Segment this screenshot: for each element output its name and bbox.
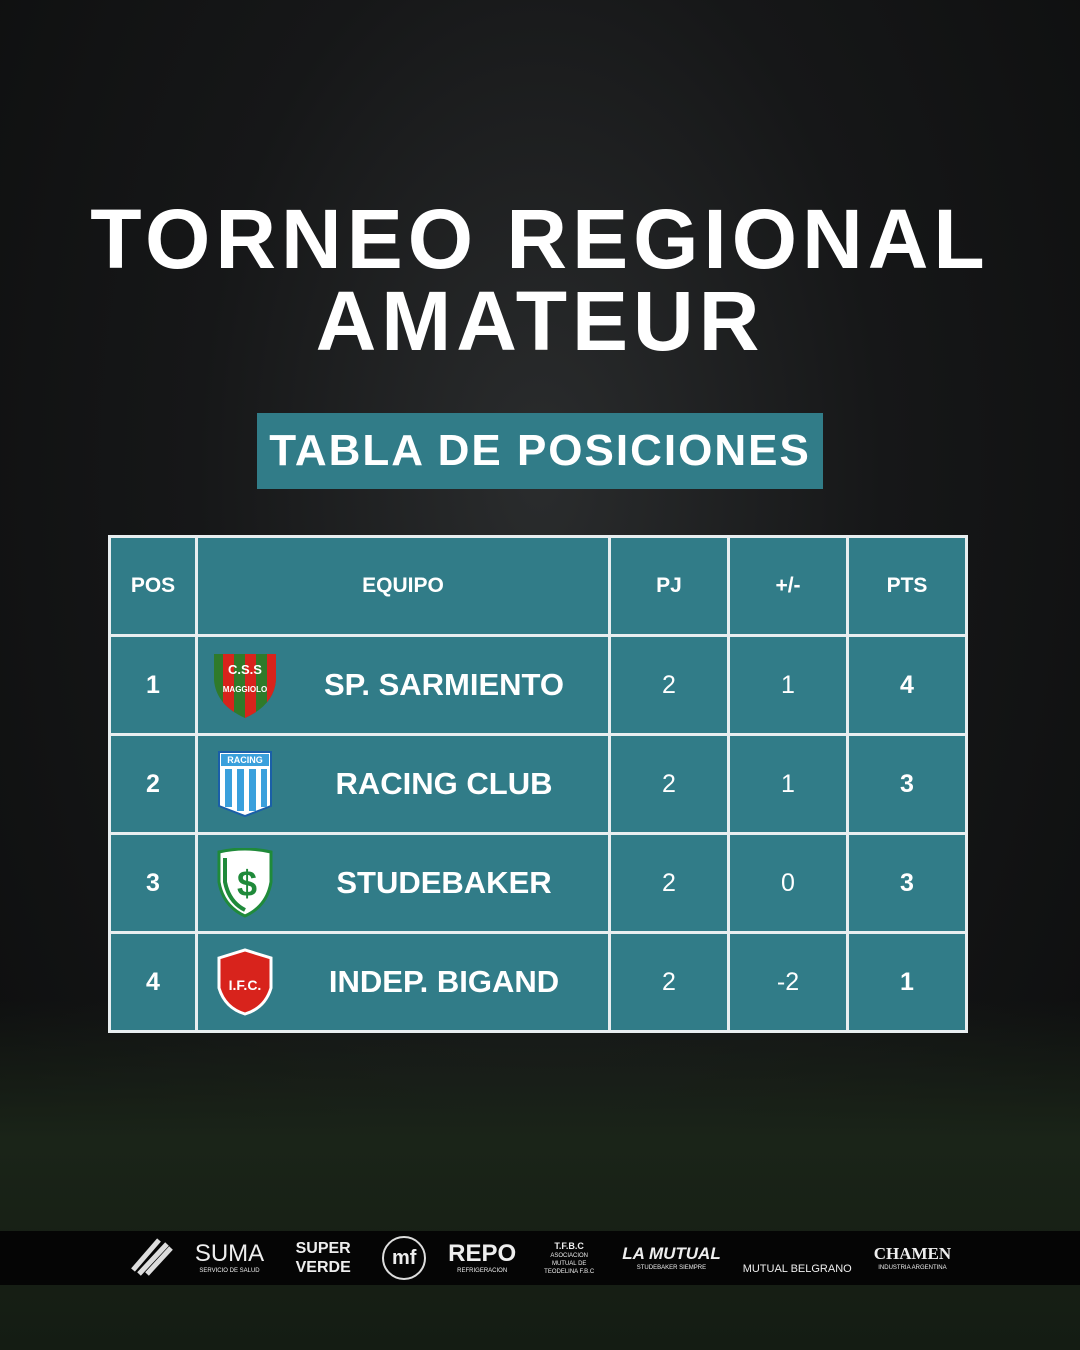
racing-crest-icon: RACING bbox=[210, 750, 280, 818]
team-cell: C.S.S MAGGIOLO SP. SARMIENTO bbox=[195, 634, 611, 736]
pts-cell: 3 bbox=[846, 733, 968, 835]
header-pts: PTS bbox=[846, 535, 968, 637]
sponsor-logo-superverde: SUPER VERDE bbox=[295, 1240, 351, 1276]
studebaker-crest-icon: $ bbox=[210, 848, 280, 918]
pj-cell: 2 bbox=[608, 931, 730, 1033]
diff-cell: 0 bbox=[727, 832, 849, 934]
svg-text:RACING: RACING bbox=[227, 755, 263, 765]
pos-cell: 1 bbox=[108, 634, 198, 736]
header-diff: +/- bbox=[727, 535, 849, 637]
header-pj: PJ bbox=[608, 535, 730, 637]
pos-cell: 3 bbox=[108, 832, 198, 934]
team-name: STUDEBAKER bbox=[336, 865, 552, 900]
table-row: 4 I.F.C. INDEP. BIGAND 2 -2 1 bbox=[108, 931, 968, 1033]
header-team: EQUIPO bbox=[195, 535, 611, 637]
svg-text:MAGGIOLO: MAGGIOLO bbox=[223, 685, 267, 694]
pts-cell: 4 bbox=[846, 634, 968, 736]
table-row: 2 RACING RACING CLUB 2 1 3 bbox=[108, 733, 968, 835]
standings-table: POS EQUIPO PJ +/- PTS 1 C.S.S MAGGIOLO S… bbox=[108, 535, 968, 1033]
pj-cell: 2 bbox=[608, 634, 730, 736]
sponsor-logo-mf: mf bbox=[382, 1236, 427, 1280]
bigand-crest-icon: I.F.C. bbox=[210, 948, 280, 1016]
sponsor-logo-1 bbox=[129, 1236, 173, 1281]
pts-cell: 3 bbox=[846, 832, 968, 934]
sponsor-logo-mutual-belgrano: MUTUAL BELGRANO bbox=[742, 1263, 852, 1275]
page-title-line1: TORNEO REGIONAL bbox=[90, 192, 990, 286]
table-row: 3 $ STUDEBAKER 2 0 3 bbox=[108, 832, 968, 934]
svg-text:$: $ bbox=[237, 863, 257, 904]
diff-cell: 1 bbox=[727, 634, 849, 736]
team-cell: RACING RACING CLUB bbox=[195, 733, 611, 835]
sponsor-logo-repo: REPO REFRIGERACION bbox=[448, 1240, 517, 1275]
sarmiento-crest-icon: C.S.S MAGGIOLO bbox=[210, 650, 280, 720]
diff-cell: -2 bbox=[727, 931, 849, 1033]
sponsor-logo-suma: SUMA SERVICIO DE SALUD bbox=[194, 1240, 265, 1275]
table-row: 1 C.S.S MAGGIOLO SP. SARMIENTO 2 1 4 bbox=[108, 634, 968, 736]
svg-text:I.F.C.: I.F.C. bbox=[229, 977, 262, 993]
pts-cell: 1 bbox=[846, 931, 968, 1033]
sponsor-logo-lamutual: LA MUTUAL STUDEBAKER SIEMPRE bbox=[622, 1244, 721, 1271]
sponsor-logo-teodelina: T.F.B.C ASOCIACION MUTUAL DE TEODELINA F.… bbox=[544, 1241, 595, 1275]
team-name: RACING CLUB bbox=[335, 766, 553, 801]
pos-cell: 2 bbox=[108, 733, 198, 835]
pj-cell: 2 bbox=[608, 832, 730, 934]
page-title-line2: AMATEUR bbox=[315, 274, 765, 368]
diff-cell: 1 bbox=[727, 733, 849, 835]
team-cell: I.F.C. INDEP. BIGAND bbox=[195, 931, 611, 1033]
team-name: INDEP. BIGAND bbox=[328, 964, 560, 999]
team-name: SP. SARMIENTO bbox=[323, 667, 565, 702]
header-pos: POS bbox=[108, 535, 198, 637]
svg-text:C.S.S: C.S.S bbox=[228, 662, 262, 677]
pj-cell: 2 bbox=[608, 733, 730, 835]
background-field bbox=[0, 1000, 1080, 1350]
sponsor-bar: SUMA SERVICIO DE SALUD SUPER VERDE mf REP… bbox=[0, 1231, 1080, 1285]
subtitle-banner: TABLA DE POSICIONES bbox=[257, 413, 823, 489]
table-header-row: POS EQUIPO PJ +/- PTS bbox=[108, 535, 968, 637]
team-cell: $ STUDEBAKER bbox=[195, 832, 611, 934]
pos-cell: 4 bbox=[108, 931, 198, 1033]
sponsor-logo-chamen: CHAMEN INDUSTRIA ARGENTINA bbox=[873, 1244, 952, 1271]
